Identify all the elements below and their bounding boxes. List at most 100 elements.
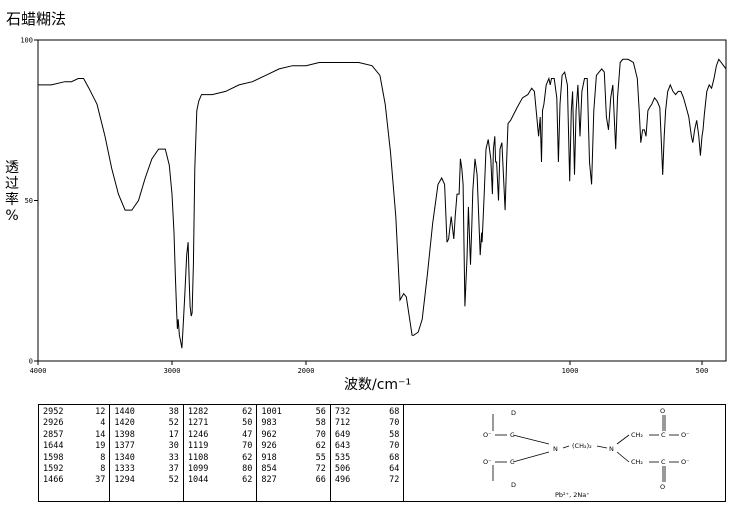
struct-o-top: O [660, 407, 665, 415]
peak-wavenumber: 1644 [43, 441, 64, 452]
peak-wavenumber: 2857 [43, 429, 64, 440]
peak-row: 1001 56 [257, 407, 330, 418]
struct-ch2-bottom: CH₂ [631, 458, 643, 466]
peak-transmittance: 33 [168, 452, 179, 463]
peak-wavenumber: 962 [261, 429, 277, 440]
peak-wavenumber: 926 [261, 441, 277, 452]
peak-wavenumber: 2926 [43, 418, 64, 429]
struct-n-left: N [553, 445, 558, 453]
x-tick-label: 3000 [164, 367, 181, 375]
struct-o-bottom: O [660, 483, 665, 491]
peak-row: 854 72 [257, 464, 330, 475]
peak-wavenumber: 1598 [43, 452, 64, 463]
peak-wavenumber: 1119 [187, 441, 209, 452]
peak-wavenumber: 535 [334, 452, 351, 463]
x-axis-label: 波数/cm⁻¹ [344, 377, 412, 393]
struct-d-bottom: D [511, 481, 516, 489]
peak-row: 732 68 [331, 407, 404, 418]
peak-wavenumber: 1466 [43, 475, 64, 486]
peak-row: 1398 17 [110, 430, 183, 441]
peak-transmittance: 4 [100, 418, 106, 429]
peak-column: 2952 12 2926 4 2857 14 1644 19 1598 8 1592 8 1466 37 [39, 405, 111, 501]
peak-column: 1001 56 983 58 962 70 926 62 918 55 854 72 827 66 [257, 405, 331, 501]
struct-c-right-top: C [661, 431, 666, 439]
peak-transmittance: 52 [168, 418, 179, 429]
peak-wavenumber: 1271 [187, 418, 209, 429]
struct-ch2-top: CH₂ [631, 431, 643, 439]
peak-transmittance: 70 [389, 441, 400, 452]
x-tick-label: 1000 [562, 367, 579, 375]
struct-ch2-chain: (CH₂)₂ [572, 442, 592, 450]
peak-transmittance: 64 [389, 464, 400, 475]
peak-transmittance: 8 [100, 452, 106, 463]
peak-wavenumber: 649 [334, 429, 351, 440]
peak-wavenumber: 1340 [114, 452, 135, 463]
peak-transmittance: 17 [168, 429, 179, 440]
peak-row: 2857 14 [39, 430, 109, 441]
peak-row: 506 64 [331, 464, 404, 475]
peak-row: 1294 52 [110, 475, 183, 486]
peak-row: 712 70 [331, 418, 404, 429]
peak-wavenumber: 506 [334, 464, 351, 475]
peak-wavenumber: 732 [334, 407, 351, 417]
peak-row: 918 55 [257, 453, 330, 464]
peak-transmittance: 56 [315, 407, 326, 417]
peak-row: 643 70 [331, 441, 404, 452]
peak-column: 1282 62 1271 50 1246 47 1119 70 1108 62 1099 80 1044… [184, 405, 258, 501]
struct-c-top: C [510, 431, 515, 439]
x-tick-label: 500 [696, 367, 709, 375]
peak-transmittance: 62 [242, 407, 253, 417]
peak-row: 2952 12 [39, 407, 109, 418]
peak-transmittance: 70 [242, 441, 253, 452]
struct-c-bottom: C [510, 458, 515, 466]
peak-transmittance: 68 [389, 452, 400, 463]
peak-row: 1598 8 [39, 453, 109, 464]
peak-wavenumber: 1108 [187, 452, 209, 463]
peak-wavenumber: 1282 [187, 407, 209, 417]
y-tick-label: 50 [25, 197, 33, 205]
peak-transmittance: 38 [168, 407, 179, 417]
peak-row: 1592 8 [39, 464, 109, 475]
molecular-structure: D O⁻ C O⁻ C D N (CH₂)₂ N CH₂ CH₂ O C O⁻ … [423, 405, 725, 501]
peak-transmittance: 8 [100, 464, 106, 475]
x-tick-label: 2000 [298, 367, 315, 375]
peak-transmittance: 55 [315, 452, 326, 463]
peak-transmittance: 37 [168, 464, 179, 475]
peak-wavenumber: 1377 [114, 441, 135, 452]
peak-transmittance: 68 [389, 407, 400, 417]
peak-transmittance: 72 [389, 475, 400, 486]
peak-row: 1644 19 [39, 441, 109, 452]
peak-row: 1246 47 [184, 430, 257, 441]
peak-wavenumber: 1294 [114, 475, 135, 486]
struct-d-top: D [511, 409, 516, 417]
peak-wavenumber: 1246 [187, 429, 209, 440]
peak-row: 1333 37 [110, 464, 183, 475]
peak-row: 535 68 [331, 453, 404, 464]
peak-transmittance: 14 [95, 429, 106, 440]
peak-column: 732 68 712 70 649 58 643 70 535 68 506 64 496 72 [331, 405, 405, 501]
struct-ominus-right-bottom: O⁻ [681, 458, 690, 466]
peak-wavenumber: 496 [334, 475, 351, 486]
peak-wavenumber: 1099 [187, 464, 209, 475]
peak-transmittance: 66 [315, 475, 326, 486]
struct-ominus-right-top: O⁻ [681, 431, 690, 439]
peak-transmittance: 70 [315, 429, 326, 440]
peak-wavenumber: 983 [261, 418, 277, 429]
peak-row: 926 62 [257, 441, 330, 452]
struct-ions: Pb²⁺, 2Na⁺ [555, 491, 590, 499]
peak-wavenumber: 1420 [114, 418, 135, 429]
peak-transmittance: 62 [242, 475, 253, 486]
peak-transmittance: 50 [242, 418, 253, 429]
peak-wavenumber: 1333 [114, 464, 135, 475]
peak-transmittance: 58 [389, 429, 400, 440]
peak-transmittance: 12 [95, 407, 106, 417]
peak-transmittance: 47 [242, 429, 253, 440]
spectrum-line [38, 58, 727, 349]
peak-transmittance: 62 [242, 452, 253, 463]
y-tick-label: 0 [29, 358, 33, 366]
peak-row: 1377 30 [110, 441, 183, 452]
peak-wavenumber: 1440 [114, 407, 135, 417]
peak-wavenumber: 918 [261, 452, 277, 463]
peak-wavenumber: 1398 [114, 429, 135, 440]
peak-row: 962 70 [257, 430, 330, 441]
